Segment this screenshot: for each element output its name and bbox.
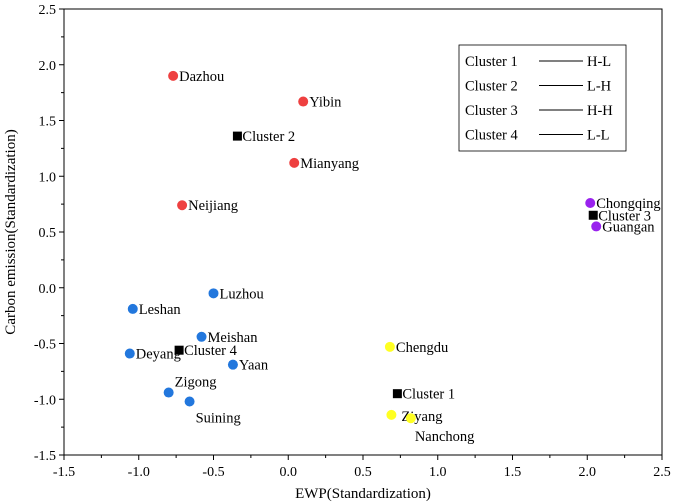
x-tick-label: 0.0 xyxy=(280,465,298,480)
legend-entry-name: Cluster 4 xyxy=(465,128,519,144)
x-tick-label: 1.0 xyxy=(429,465,447,480)
center-label-cluster-4: Cluster 4 xyxy=(184,343,238,359)
point-label-dazhou: Dazhou xyxy=(179,69,224,85)
legend-entry-name: Cluster 2 xyxy=(465,79,518,95)
legend-entry-code: H-H xyxy=(587,103,613,119)
y-tick-label: -1.5 xyxy=(34,449,56,464)
y-tick-label: 0.5 xyxy=(39,226,57,241)
y-tick-label: 1.0 xyxy=(39,170,57,185)
x-tick-label: 1.5 xyxy=(504,465,522,480)
y-tick-label: 0.0 xyxy=(39,282,57,297)
y-tick-label: -0.5 xyxy=(34,338,56,353)
point-zigong xyxy=(163,387,174,398)
x-tick-label: -1.5 xyxy=(53,465,75,480)
point-label-leshan: Leshan xyxy=(139,302,182,318)
y-tick-label: -1.0 xyxy=(34,393,56,408)
point-mianyang xyxy=(289,157,300,168)
center-label-cluster-3: Cluster 3 xyxy=(598,208,651,224)
legend-entry-name: Cluster 1 xyxy=(465,54,518,70)
point-label-neijiang: Neijiang xyxy=(188,198,238,214)
x-tick-label: -0.5 xyxy=(202,465,224,480)
point-label-yaan: Yaan xyxy=(239,358,269,374)
point-label-chengdu: Chengdu xyxy=(396,340,448,356)
center-marker-cluster-2 xyxy=(232,131,242,141)
x-axis-title: EWP(Standardization) xyxy=(295,486,431,502)
legend-entry-code: L-L xyxy=(587,128,610,144)
center-marker-cluster-1 xyxy=(392,389,402,399)
center-label-cluster-2: Cluster 2 xyxy=(242,129,295,145)
y-tick-label: 1.5 xyxy=(39,115,57,130)
legend-entry-code: H-L xyxy=(587,54,611,70)
legend-entry-code: L-H xyxy=(587,79,612,95)
point-nanchong xyxy=(405,413,416,424)
center-marker-cluster-4 xyxy=(174,345,184,355)
point-yibin xyxy=(298,96,309,107)
point-label-mianyang: Mianyang xyxy=(300,156,359,172)
point-label-nanchong: Nanchong xyxy=(415,429,475,445)
point-label-deyang: Deyang xyxy=(136,347,181,363)
point-label-guangan: Guangan xyxy=(602,219,655,235)
legend: Cluster 1 H-L Cluster 2 L-H Cluster 3 H-H Clus… xyxy=(458,44,627,152)
point-guangan xyxy=(591,221,602,232)
x-tick-label: 2.0 xyxy=(579,465,597,480)
point-chongqing xyxy=(585,198,596,209)
axes: -1.5 -1.0 -0.5 0.0 0.5 1.0 1.5 2.0 2.5 -1.5 -1.0 -0… xyxy=(3,3,671,502)
point-luzhou xyxy=(208,288,219,299)
point-ziyang xyxy=(386,409,397,420)
point-neijiang xyxy=(177,200,188,211)
point-label-yibin: Yibin xyxy=(309,95,342,111)
point-label-zigong: Zigong xyxy=(175,375,217,391)
point-label-chongqing: Chongqing xyxy=(596,196,660,212)
point-chengdu xyxy=(384,341,395,352)
y-axis-title: Carbon emission(Standardization) xyxy=(3,129,19,334)
data-points: Dazhou Yibin Mianyang Neijiang Chongqing Guan… xyxy=(124,69,661,445)
point-meishan xyxy=(196,331,207,342)
y-tick-label: 2.5 xyxy=(39,3,57,18)
point-label-meishan: Meishan xyxy=(208,330,259,346)
x-tick-label: 0.5 xyxy=(354,465,372,480)
center-label-cluster-1: Cluster 1 xyxy=(402,387,455,403)
x-tick-label: -1.0 xyxy=(128,465,150,480)
point-deyang xyxy=(124,348,135,359)
legend-entry-name: Cluster 3 xyxy=(465,103,518,119)
point-yaan xyxy=(227,359,238,370)
point-suining xyxy=(184,396,195,407)
x-tick-label: 2.5 xyxy=(653,465,671,480)
legend-box xyxy=(458,44,627,152)
point-dazhou xyxy=(168,70,179,81)
y-tick-label: 2.0 xyxy=(39,59,57,74)
point-label-luzhou: Luzhou xyxy=(220,286,264,302)
point-leshan xyxy=(127,303,138,314)
center-marker-cluster-3 xyxy=(588,210,598,220)
point-label-suining: Suining xyxy=(196,410,241,426)
